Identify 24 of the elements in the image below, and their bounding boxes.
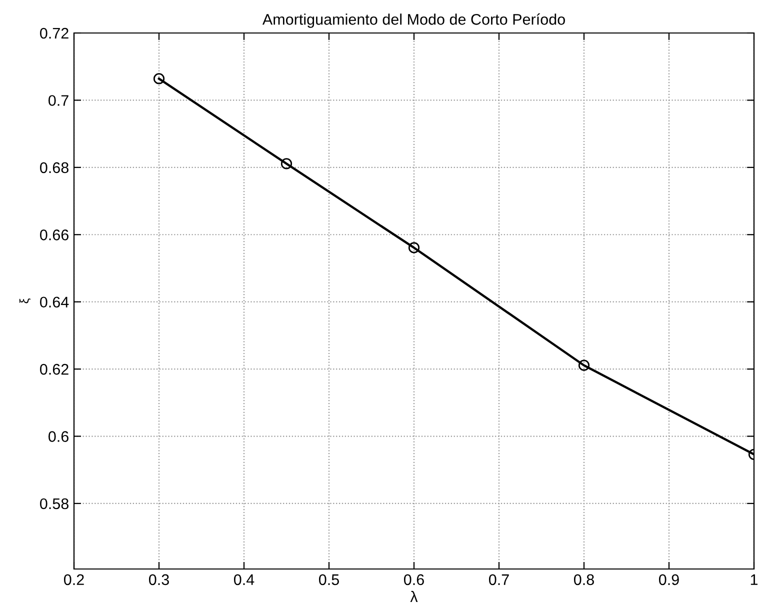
point	[408, 242, 420, 254]
x-tick-label: 0.8	[574, 574, 594, 586]
x-tick-label: 0.9	[658, 574, 679, 586]
x-tick-label: 0.4	[234, 574, 254, 586]
y-tick-label: 0.72	[40, 28, 68, 39]
x-tick-label: 0.3	[148, 574, 169, 586]
y-tick-label: 0.64	[40, 296, 69, 308]
x-tick-label: 1	[750, 574, 758, 585]
y-tick-label: 0.62	[40, 364, 68, 375]
x-tick-label: 0.5	[318, 574, 339, 586]
y-tick-label: 0.58	[40, 498, 68, 510]
x-tick-label: 0.6	[404, 574, 424, 586]
point	[280, 158, 292, 170]
point	[153, 73, 165, 84]
x-axis-title: λ	[410, 590, 418, 602]
y-axis-title: ξ	[19, 298, 31, 304]
point	[578, 360, 590, 371]
y-tick-label: 0.66	[40, 230, 68, 240]
y-tick-label: 0.7	[48, 95, 68, 106]
x-tick-label: 0.2	[64, 574, 84, 586]
y-tick-label: 0.68	[40, 162, 68, 174]
chart-title: Amortiguamiento del Modo de Corto Período	[262, 13, 565, 28]
x-tick-label: 0.7	[488, 574, 509, 586]
y-tick-label: 0.6	[48, 431, 68, 442]
